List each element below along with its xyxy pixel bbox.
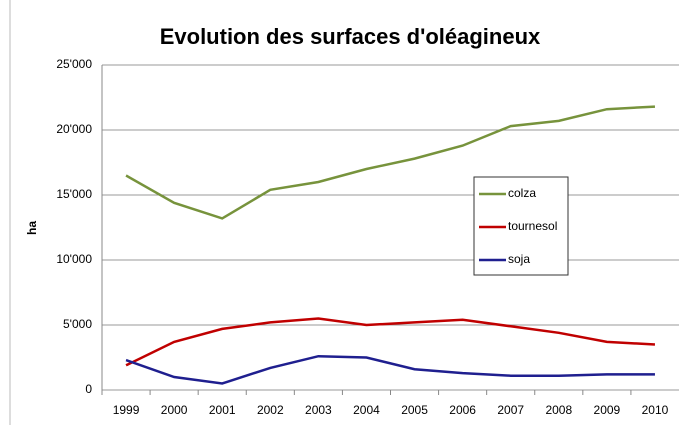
x-tick-label: 2006 <box>449 403 476 417</box>
y-tick-label: 20'000 <box>56 122 92 136</box>
line-series <box>125 317 656 367</box>
x-tick-label: 2001 <box>209 403 236 417</box>
chart-title: Evolution des surfaces d'oléagineux <box>160 24 541 49</box>
y-axis-label: ha <box>25 221 39 235</box>
y-tick-label: 25'000 <box>56 57 92 71</box>
x-tick-label: 2000 <box>161 403 188 417</box>
y-tick-label: 5'000 <box>63 317 92 331</box>
legend-label: tournesol <box>508 219 557 233</box>
y-tick-label: 0 <box>85 382 92 396</box>
x-tick-label: 2002 <box>257 403 284 417</box>
x-tick-label: 2007 <box>497 403 524 417</box>
line-series <box>125 354 655 385</box>
legend-label: soja <box>508 252 530 266</box>
y-tick-label: 15'000 <box>56 187 92 201</box>
y-tick-label: 10'000 <box>56 252 92 266</box>
x-tick-label: 2004 <box>353 403 380 417</box>
x-tick-label: 2009 <box>594 403 621 417</box>
x-tick-label: 2005 <box>401 403 428 417</box>
line-series <box>125 105 656 220</box>
x-tick-label: 2010 <box>642 403 669 417</box>
x-tick-label: 1999 <box>113 403 140 417</box>
x-tick-label: 2008 <box>545 403 572 417</box>
legend-label: colza <box>508 186 536 200</box>
x-tick-label: 2003 <box>305 403 332 417</box>
